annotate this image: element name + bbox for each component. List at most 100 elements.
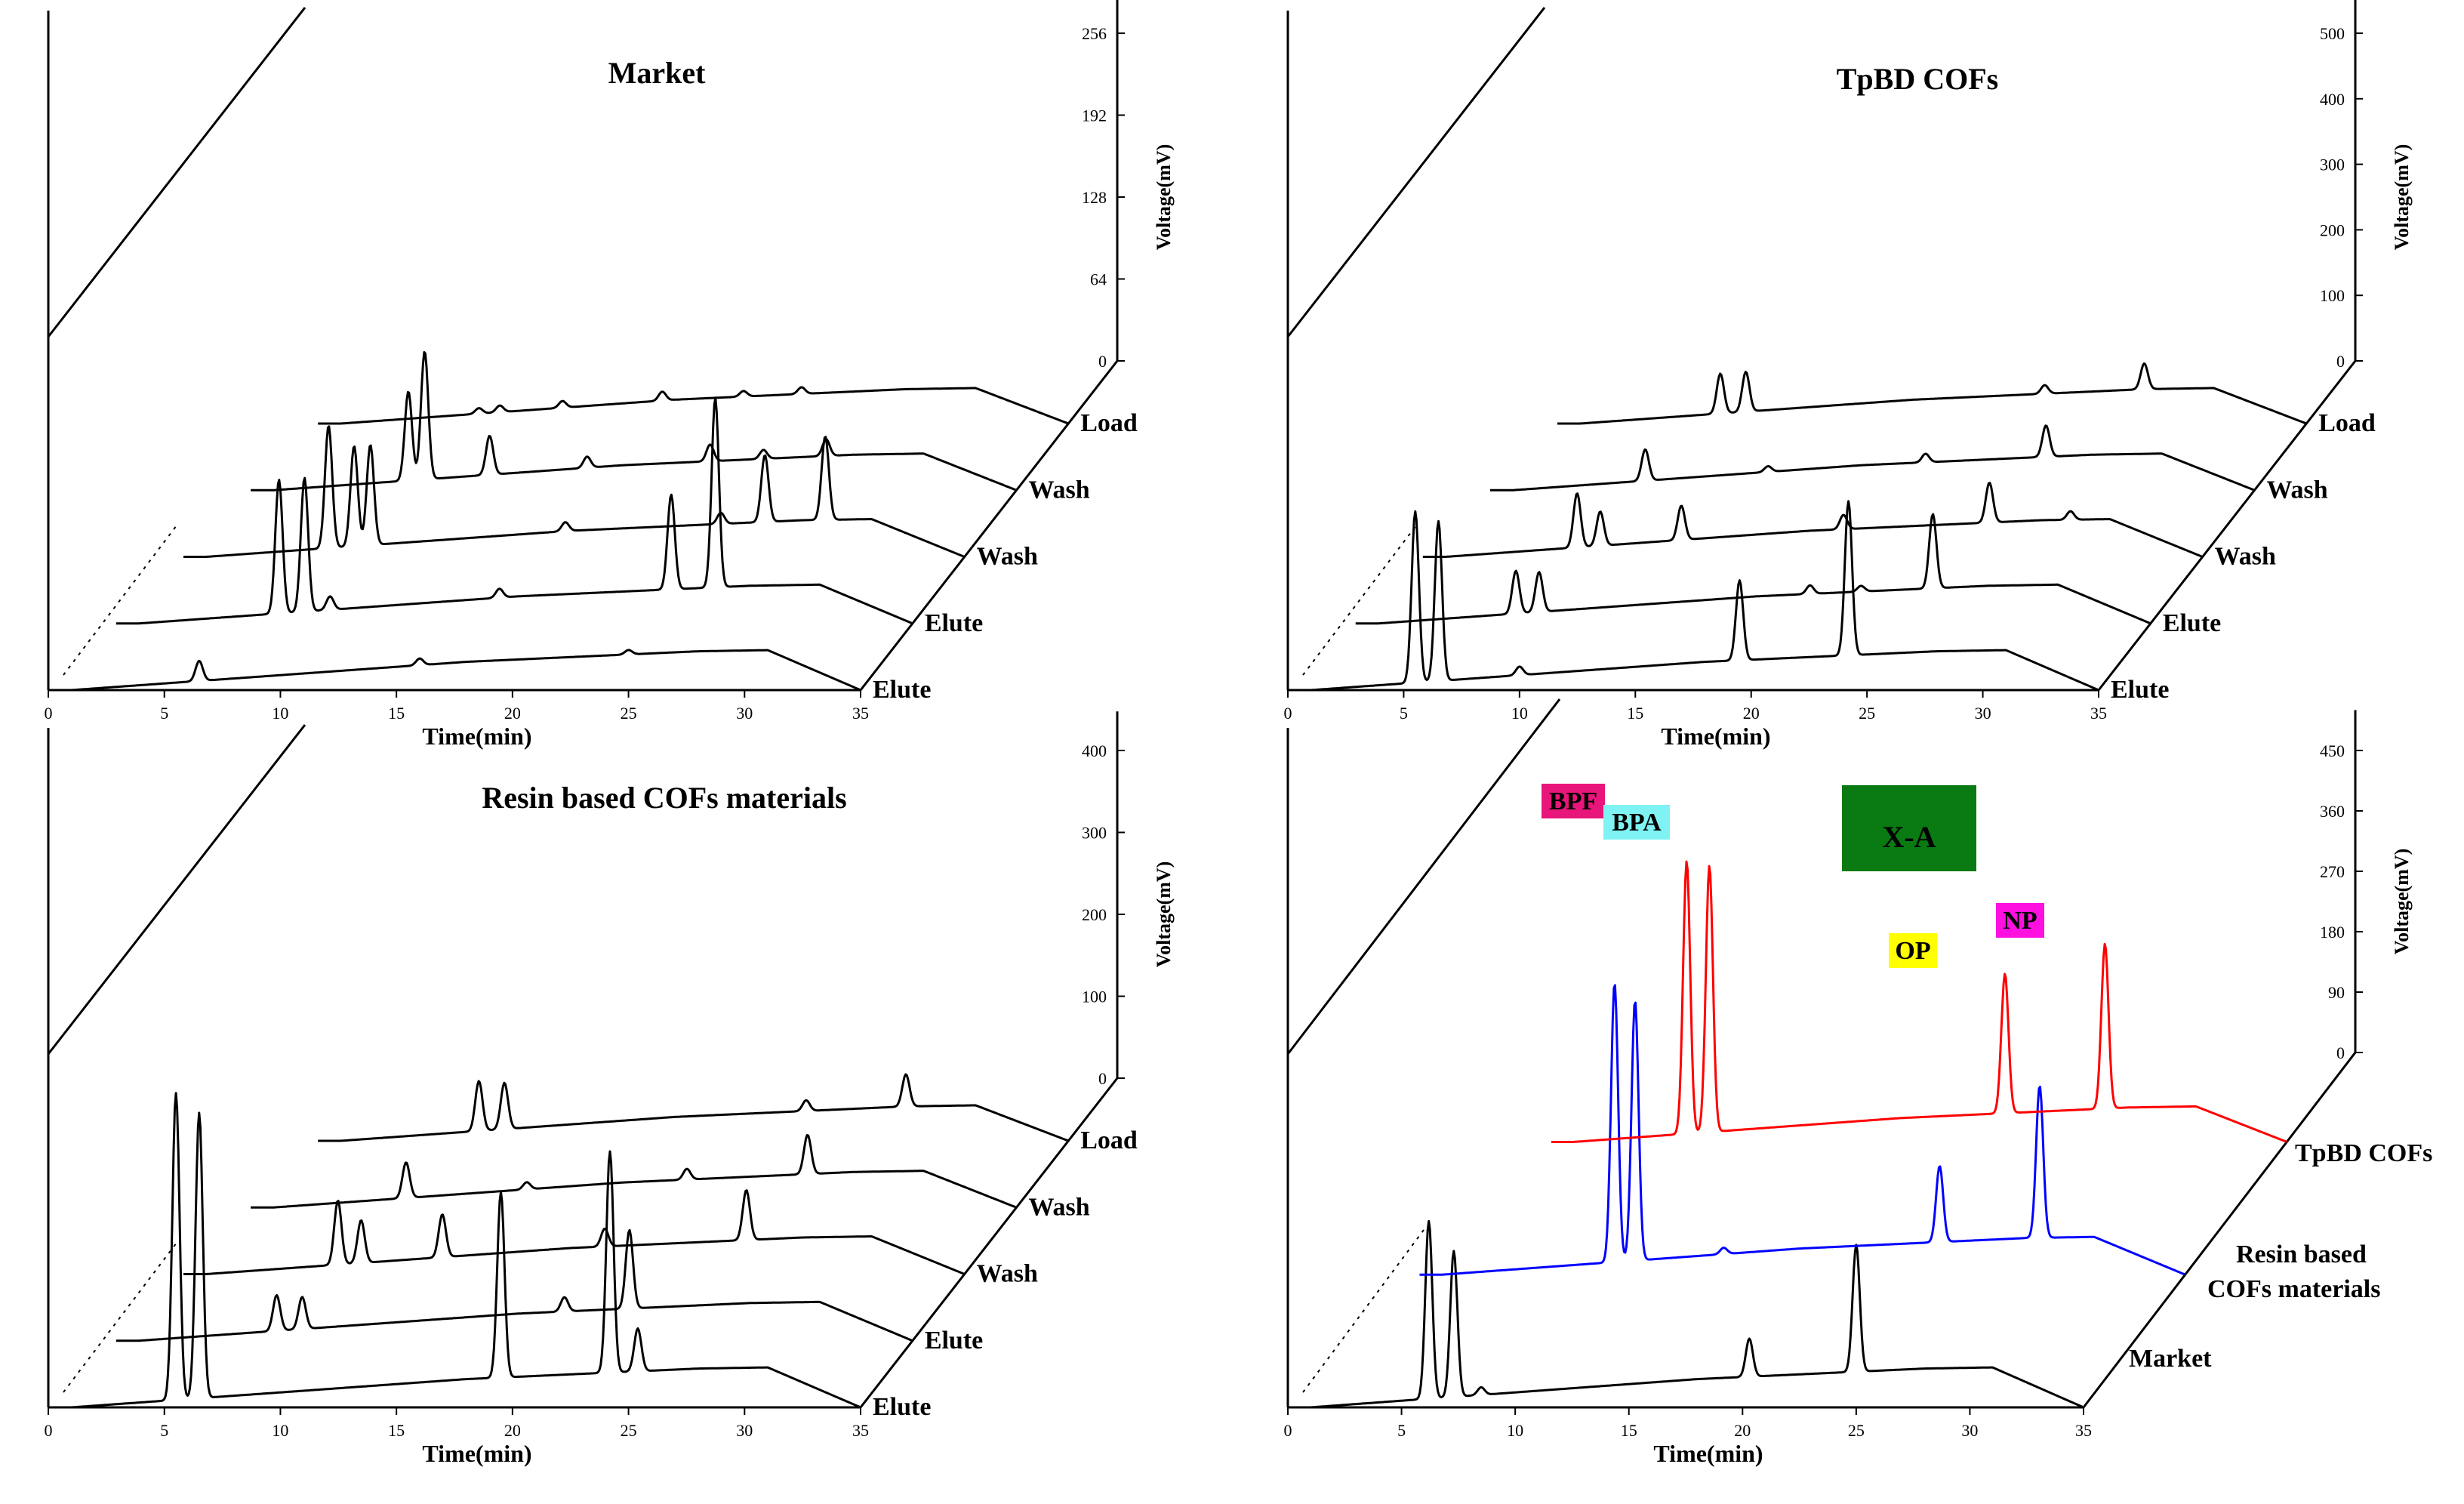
x-tick-label: 15 (1627, 704, 1643, 723)
y-tick-label: 256 (1082, 24, 1107, 43)
series-line-4 (1489, 424, 2255, 492)
peak-annotation-box (1996, 903, 2044, 938)
chart-panel-1: 0 5 10 15 20 25 30 35 Time(min) 0 64 128 192 256 Volta… (45, 0, 1175, 750)
y-tick-label: 100 (2320, 286, 2345, 305)
x-tick-label: 35 (852, 1421, 869, 1440)
chart-panel-2: 0 5 10 15 20 25 30 35 Time(min) 0 100 200 300 400 500 V… (1284, 0, 2413, 750)
series-label: Elute (925, 609, 983, 637)
top-depth-edge (1286, 7, 1546, 337)
y-tick-label: 400 (1082, 741, 1107, 760)
legend-label: COFs materials (2207, 1275, 2380, 1303)
y-tick-label: 90 (2328, 983, 2345, 1002)
peak-annotation-box (1542, 784, 1605, 818)
series-line-2 (116, 1228, 913, 1342)
series-line-3 (183, 425, 965, 559)
y-tick-label: 300 (1082, 824, 1107, 843)
series-line-3 (183, 1189, 965, 1276)
series-line-4 (251, 351, 1017, 492)
panel-title: TpBD COFs (1837, 62, 1999, 96)
legend-label: TpBD COFs (2295, 1139, 2432, 1167)
x-tick-label: 30 (1961, 1421, 1978, 1440)
x-tick-label: 0 (45, 704, 53, 723)
series-label: Elute (925, 1327, 983, 1355)
y-tick-label: 200 (2320, 220, 2345, 239)
y-tick-label: 64 (1090, 270, 1107, 289)
x-tick-label: 35 (2075, 1421, 2092, 1440)
series-line-2 (1355, 513, 2151, 625)
series-label: Wash (2215, 543, 2276, 571)
y-axis-label: Voltage(mV) (1153, 144, 1175, 251)
y-axis-label: Voltage(mV) (2391, 144, 2413, 251)
series-label: Elute (2163, 609, 2221, 637)
y-tick-label: 0 (1098, 352, 1107, 371)
x-tick-label: 0 (45, 1421, 53, 1440)
series-line-3 (1422, 482, 2203, 559)
top-depth-edge (47, 724, 306, 1055)
x-axis-label: Time(min) (1661, 723, 1770, 750)
x-tick-label: 30 (1975, 704, 1991, 723)
y-tick-label: 270 (2320, 862, 2345, 881)
series-line-1 (48, 1092, 861, 1409)
x-tick-label: 25 (1848, 1421, 1865, 1440)
x-tick-label: 30 (736, 704, 753, 723)
chart-panel-3: 0 5 10 15 20 25 30 35 Time(min) 0 100 200 300 400 Volt… (45, 711, 1175, 1467)
series-line-1 (48, 649, 861, 692)
chart-panel-4: 0 5 10 15 20 25 30 35 Time(min) 0 90 180 270 360 450 Vo… (1284, 698, 2432, 1467)
legend-label: Resin based (2236, 1240, 2367, 1268)
x-axis-label: Time(min) (422, 723, 531, 750)
depth-axis-right (859, 360, 1119, 691)
series-label: Elute (873, 1393, 931, 1421)
x-tick-label: 5 (1400, 704, 1408, 723)
x-tick-label: 20 (1743, 704, 1760, 723)
peak-annotation-box (1603, 805, 1670, 840)
series-line-1 (1288, 500, 2099, 692)
x-tick-label: 20 (1734, 1421, 1751, 1440)
badge-text: X-A (1882, 820, 1936, 854)
y-axis-label: Voltage(mV) (2391, 849, 2413, 955)
panel-title: Market (608, 56, 707, 90)
x-tick-label: 35 (852, 704, 869, 723)
y-tick-label: 400 (2320, 90, 2345, 109)
series-label: Load (1080, 409, 1138, 437)
series-line-1 (1288, 1219, 2084, 1409)
series-label: Load (1080, 1126, 1138, 1154)
x-tick-label: 25 (1859, 704, 1875, 723)
x-tick-label: 10 (272, 1421, 288, 1440)
depth-axis-right (2082, 1052, 2357, 1408)
y-tick-label: 0 (2336, 352, 2345, 371)
series-line-5 (318, 1073, 1069, 1142)
series-label: Wash (977, 1260, 1038, 1288)
x-tick-label: 0 (1284, 704, 1292, 723)
x-tick-label: 15 (388, 704, 405, 723)
panels: 0 5 10 15 20 25 30 35 Time(min) 0 64 128 192 256 Volta… (45, 0, 2432, 1467)
legend-label: Market (2129, 1345, 2212, 1373)
x-tick-label: 5 (160, 704, 168, 723)
panel-title: Resin based COFs materials (482, 781, 846, 815)
y-tick-label: 128 (1082, 188, 1107, 207)
x-tick-label: 10 (1511, 704, 1528, 723)
peak-annotation-label: BPA (1612, 809, 1662, 837)
y-axis-label: Voltage(mV) (1153, 861, 1175, 968)
depth-dash-line (63, 1242, 177, 1393)
x-tick-label: 20 (504, 1421, 521, 1440)
depth-dash-line (63, 525, 177, 676)
x-tick-label: 25 (621, 1421, 637, 1440)
top-depth-edge (47, 7, 306, 337)
depth-dash-line (1302, 525, 1417, 676)
x-tick-label: 20 (504, 704, 521, 723)
depth-axis-right (859, 1077, 1119, 1408)
x-axis-label: Time(min) (1653, 1440, 1763, 1467)
depth-dash-line (1302, 1229, 1424, 1393)
x-tick-label: 5 (160, 1421, 168, 1440)
x-tick-label: 35 (2090, 704, 2107, 723)
series-label: Wash (977, 543, 1038, 571)
y-tick-label: 192 (1082, 106, 1107, 125)
y-tick-label: 450 (2320, 741, 2345, 760)
y-tick-label: 300 (2320, 156, 2345, 174)
x-tick-label: 5 (1397, 1421, 1406, 1440)
x-tick-label: 10 (272, 704, 288, 723)
x-tick-label: 15 (1621, 1421, 1637, 1440)
y-tick-label: 180 (2320, 923, 2345, 942)
y-tick-label: 100 (1082, 988, 1107, 1006)
